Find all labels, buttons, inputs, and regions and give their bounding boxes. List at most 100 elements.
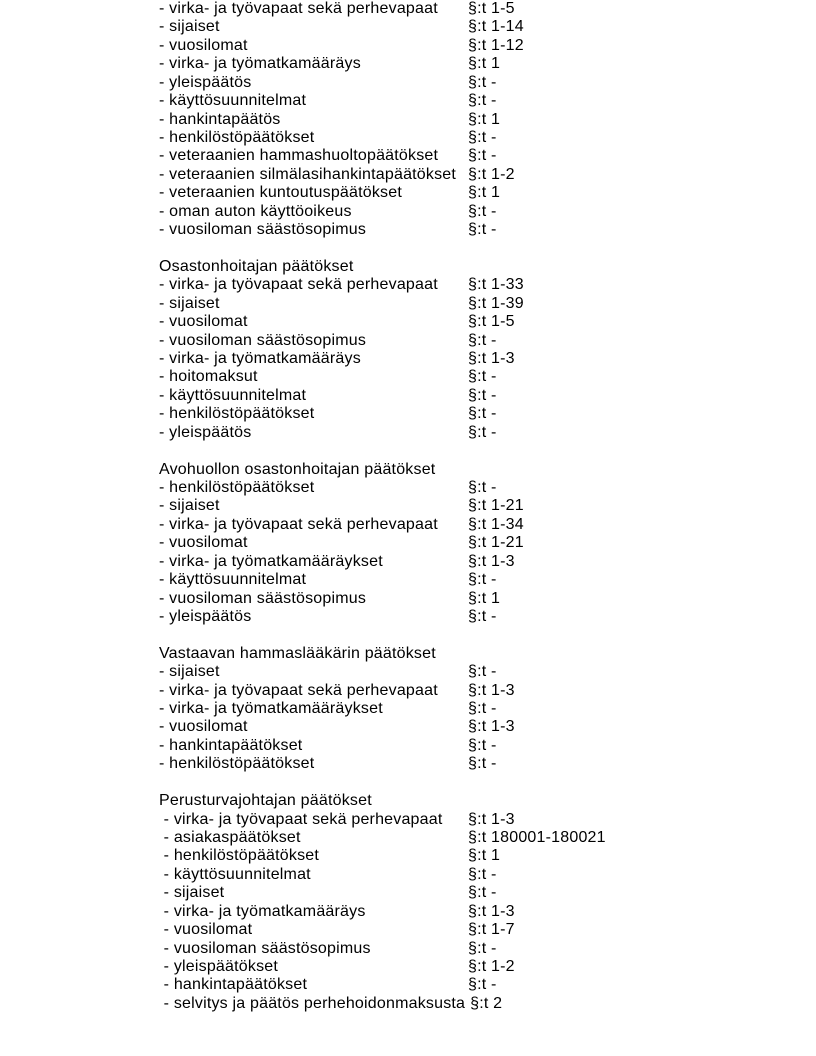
decision-paragraph-numbers: §:t - <box>468 571 497 589</box>
decision-label: - virka- ja työmatkamääräykset <box>159 700 383 718</box>
decision-row: - henkilöstöpäätökset §:t - <box>159 405 799 423</box>
decision-paragraph-numbers: §:t - <box>468 202 497 220</box>
decision-label: - henkilöstöpäätökset <box>159 847 320 865</box>
decision-row: - sijaiset §:t 1-14 <box>159 18 799 36</box>
decision-label: - virka- ja työvapaat sekä perhevapaat <box>159 810 443 828</box>
decision-paragraph-numbers: §:t - <box>468 884 497 902</box>
decision-row: - virka- ja työvapaat sekä perhevapaat §:… <box>159 516 799 534</box>
decision-row: - vuosilomat §:t 1-21 <box>159 534 799 552</box>
decision-paragraph-numbers: §:t - <box>468 607 497 625</box>
decision-label: - henkilöstöpäätökset <box>159 128 315 146</box>
decision-label: - veteraanien hammashuoltopäätökset <box>159 147 439 165</box>
decision-label: - vuosilomat <box>159 313 248 331</box>
decision-label: - vuosilomat <box>159 534 248 552</box>
decision-label: - yleispäätökset <box>159 957 279 975</box>
decision-row: - selvitys ja päätös perhehoidonmaksusta… <box>159 995 799 1013</box>
decision-paragraph-numbers: §:t 180001-180021 <box>468 828 606 846</box>
decision-paragraph-numbers: §:t 1-5 <box>468 0 515 17</box>
decision-label: - vuosilomat <box>159 36 248 54</box>
decision-paragraph-numbers: §:t - <box>468 478 497 496</box>
decision-paragraph-numbers: §:t - <box>468 976 497 994</box>
decision-paragraph-numbers: §:t - <box>468 663 497 681</box>
decision-label: - yleispäätös <box>159 423 252 441</box>
decision-row: - virka- ja työmatkamääräys §:t 1 <box>159 55 799 73</box>
decision-row: - virka- ja työvapaat sekä perhevapaat §:… <box>159 811 799 829</box>
decision-row: - virka- ja työmatkamääräykset §:t - <box>159 700 799 718</box>
decision-paragraph-numbers: §:t 1-12 <box>468 36 524 54</box>
decision-row: - asiakaspäätökset §:t 180001-180021 <box>159 829 799 847</box>
decision-row: - vuosiloman säästösopimus §:t 1 <box>159 590 799 608</box>
decision-paragraph-numbers: §:t 1 <box>468 589 501 607</box>
decision-label: - vuosilomat <box>159 921 253 939</box>
decision-paragraph-numbers: §:t 1-39 <box>468 294 524 312</box>
decision-paragraph-numbers: §:t 1-3 <box>468 718 515 736</box>
decision-paragraph-numbers: §:t - <box>468 939 497 957</box>
decision-paragraph-numbers: §:t 1-3 <box>468 681 515 699</box>
decision-label: - oman auton käyttöoikeus <box>159 202 352 220</box>
decision-row: - sijaiset §:t - <box>159 663 799 681</box>
decision-row: - veteraanien hammashuoltopäätökset §:t - <box>159 147 799 165</box>
decision-row: - henkilöstöpäätökset §:t 1 <box>159 847 799 865</box>
decision-paragraph-numbers: §:t - <box>468 755 497 773</box>
decision-row: - vuosilomat §:t 1-12 <box>159 37 799 55</box>
decision-row: - hankintapäätökset §:t - <box>159 737 799 755</box>
decision-label: - hankintapäätös <box>159 110 281 128</box>
decision-label: - virka- ja työvapaat sekä perhevapaat <box>159 681 438 699</box>
decision-label: - käyttösuunnitelmat <box>159 92 307 110</box>
decision-label: - hankintapäätökset <box>159 976 308 994</box>
decision-label: - asiakaspäätökset <box>159 828 301 846</box>
decision-paragraph-numbers: §:t 1-33 <box>468 276 524 294</box>
decision-paragraph-numbers: §:t 1-14 <box>468 18 524 36</box>
decision-row: - käyttösuunnitelmat §:t - <box>159 92 799 110</box>
section-title: Avohuollon osastonhoitajan päätökset <box>159 460 436 478</box>
decision-paragraph-numbers: §:t - <box>468 368 497 386</box>
decision-row: - käyttösuunnitelmat §:t - <box>159 571 799 589</box>
decision-label: - vuosiloman säästösopimus <box>159 939 371 957</box>
decision-row: - vuosilomat §:t 1-5 <box>159 313 799 331</box>
decision-paragraph-numbers: §:t 1-3 <box>468 810 515 828</box>
section-title: Osastonhoitajan päätökset <box>159 257 354 275</box>
decision-paragraph-numbers: §:t - <box>468 331 497 349</box>
decision-row: - vuosiloman säästösopimus §:t - <box>159 332 799 350</box>
decision-row: - sijaiset §:t - <box>159 884 799 902</box>
decision-paragraph-numbers: §:t - <box>468 73 497 91</box>
decision-row: - virka- ja työmatkamääräykset §:t 1-3 <box>159 553 799 571</box>
decision-paragraph-numbers: §:t 2 <box>470 994 503 1012</box>
decision-paragraph-numbers: §:t - <box>468 92 497 110</box>
decision-paragraph-numbers: §:t - <box>468 405 497 423</box>
decision-row: - sijaiset §:t 1-21 <box>159 497 799 515</box>
decision-label: - vuosiloman säästösopimus <box>159 331 367 349</box>
decision-row: - yleispäätös §:t - <box>159 74 799 92</box>
decision-label: - sijaiset <box>159 294 220 312</box>
decision-label: - virka- ja työvapaat sekä perhevapaat <box>159 276 438 294</box>
decision-row: - virka- ja työvapaat sekä perhevapaat §:… <box>159 276 799 294</box>
decision-row: - vuosilomat §:t 1-7 <box>159 921 799 939</box>
decision-row: - hoitomaksut §:t - <box>159 368 799 386</box>
decision-label: - sijaiset <box>159 884 225 902</box>
decision-label: - virka- ja työmatkamääräys <box>159 350 361 368</box>
decision-label: - henkilöstöpäätökset <box>159 478 315 496</box>
decision-row: - vuosilomat §:t 1-3 <box>159 718 799 736</box>
decision-label: - veteraanien kuntoutuspäätökset <box>159 184 403 202</box>
decisions-document: - virka- ja työvapaat sekä perhevapaat §:… <box>159 0 799 1013</box>
decision-section: Perusturvajohtajan päätökset - virka- ja… <box>159 792 799 1013</box>
decision-row: - veteraanien silmälasihankintapäätökset… <box>159 166 799 184</box>
decision-label: - henkilöstöpäätökset <box>159 405 315 423</box>
decision-section: Avohuollon osastonhoitajan päätökset - he… <box>159 461 799 627</box>
decision-paragraph-numbers: §:t 1-21 <box>468 534 524 552</box>
decision-row: - yleispäätökset §:t 1-2 <box>159 958 799 976</box>
decision-paragraph-numbers: §:t - <box>468 147 497 165</box>
decision-paragraph-numbers: §:t - <box>468 386 497 404</box>
decision-paragraph-numbers: §:t 1 <box>468 110 501 128</box>
decision-label: - sijaiset <box>159 18 220 36</box>
decision-paragraph-numbers: §:t - <box>468 736 497 754</box>
decision-row: - oman auton käyttöoikeus §:t - <box>159 203 799 221</box>
decision-row: - hankintapäätökset §:t - <box>159 976 799 994</box>
decision-section: Osastonhoitajan päätökset - virka- ja työ… <box>159 258 799 442</box>
decision-paragraph-numbers: §:t - <box>468 221 497 239</box>
decision-label: - vuosiloman säästösopimus <box>159 221 367 239</box>
decision-label: - hankintapäätökset <box>159 736 303 754</box>
decision-label: - sijaiset <box>159 497 220 515</box>
decision-label: - virka- ja työmatkamääräys <box>159 55 361 73</box>
decision-label: - vuosiloman säästösopimus <box>159 589 367 607</box>
